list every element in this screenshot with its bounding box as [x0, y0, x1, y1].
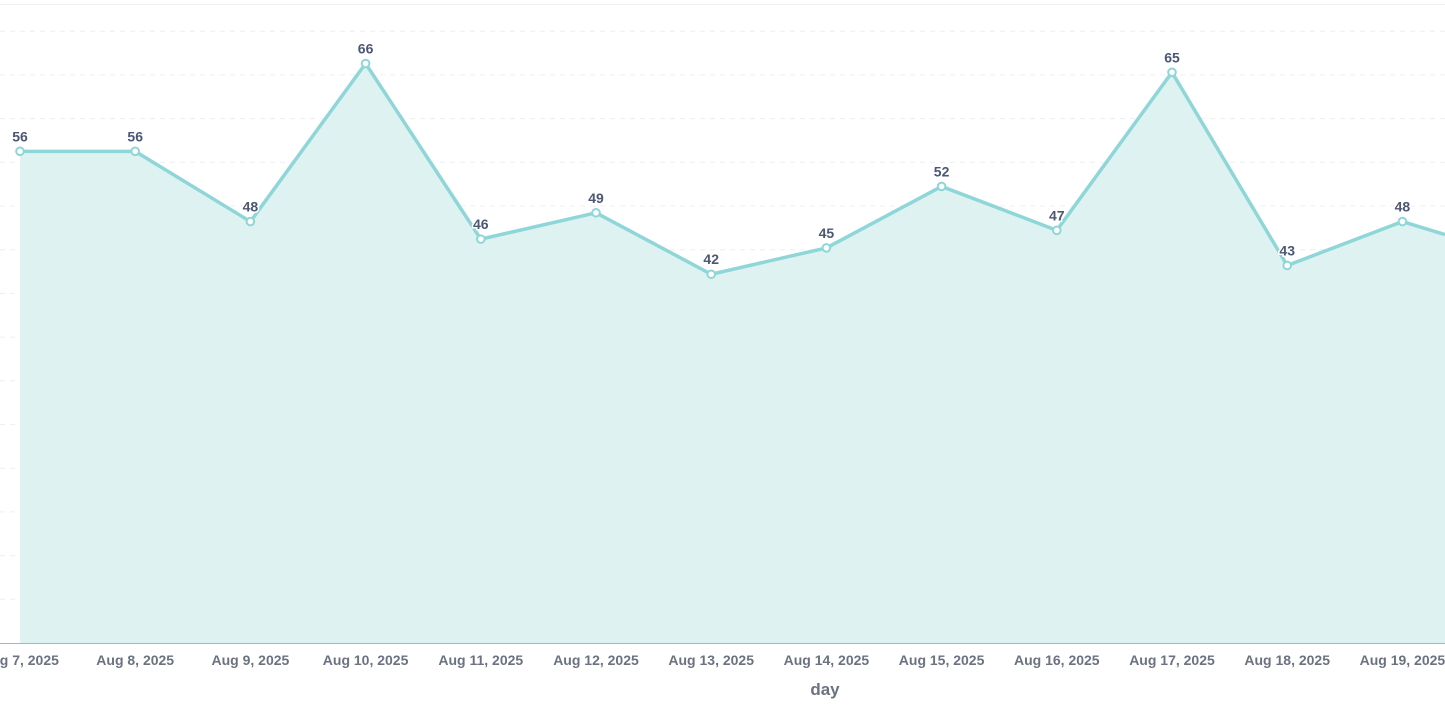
data-point[interactable] [1052, 225, 1062, 236]
x-tick-label: Aug 8, 2025 [96, 652, 174, 668]
x-tick-label: Aug 10, 2025 [323, 652, 409, 668]
data-label: 46 [473, 216, 489, 232]
data-point[interactable] [936, 181, 947, 192]
data-point[interactable] [706, 269, 717, 280]
x-tick-labels: Aug 7, 2025 Aug 8, 2025 Aug 9, 2025 Aug 10,… [0, 652, 1445, 668]
data-point[interactable] [360, 58, 371, 69]
data-point[interactable] [476, 234, 486, 244]
data-point[interactable] [1282, 260, 1292, 271]
x-tick-label: Aug 18, 2025 [1244, 652, 1330, 668]
data-label: 56 [12, 128, 28, 144]
x-tick-label: Aug 7, 2025 [0, 652, 59, 668]
series-line [20, 61, 1445, 276]
x-tick-label: Aug 12, 2025 [553, 652, 639, 668]
data-label: 48 [243, 199, 259, 215]
data-point[interactable] [130, 146, 140, 157]
x-axis-title: day [810, 680, 840, 699]
x-tick-label: Aug 11, 2025 [438, 652, 523, 668]
data-point[interactable] [591, 207, 601, 218]
data-point[interactable] [245, 216, 256, 227]
x-tick-label: Aug 16, 2025 [1014, 652, 1100, 668]
data-label: 45 [819, 225, 835, 241]
data-label: 49 [588, 190, 604, 206]
data-point[interactable] [15, 146, 25, 157]
x-tick-label: Aug 15, 2025 [899, 652, 985, 668]
data-labels: 56 56 48 66 46 49 42 45 52 47 65 43 48 [11, 39, 1412, 269]
data-label: 65 [1164, 49, 1180, 65]
data-label: 43 [1279, 242, 1295, 258]
data-point[interactable] [821, 243, 832, 253]
data-label: 47 [1049, 207, 1065, 223]
data-points [15, 58, 1408, 280]
data-label: 42 [703, 251, 719, 267]
area-fill [20, 63, 1445, 643]
x-tick-label: Aug 9, 2025 [211, 652, 289, 668]
top-divider [0, 4, 1445, 5]
x-tick-label: Aug 17, 2025 [1129, 652, 1215, 668]
data-label: 56 [127, 128, 143, 144]
data-label: 52 [934, 163, 950, 179]
data-point[interactable] [1167, 67, 1177, 78]
x-tick-label: Aug 13, 2025 [668, 652, 754, 668]
x-tick-label: Aug 19, 2025 [1360, 652, 1445, 668]
x-tick-label: Aug 14, 2025 [784, 652, 870, 668]
data-label: 48 [1395, 199, 1411, 215]
data-label: 66 [358, 41, 374, 57]
data-point[interactable] [1397, 216, 1408, 227]
